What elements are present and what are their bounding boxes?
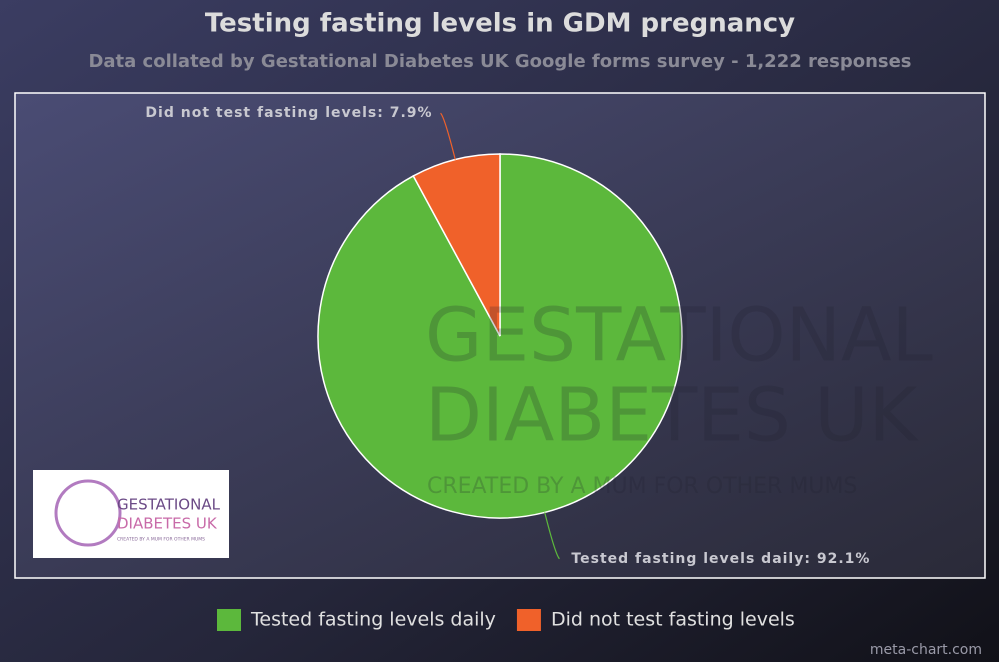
logo-text: GESTATIONAL [117, 496, 221, 514]
logo-box [33, 470, 229, 558]
legend-label: Did not test fasting levels [551, 609, 795, 631]
logo-text: CREATED BY A MUM FOR OTHER MUMS [117, 537, 205, 543]
watermark: GESTATIONAL DIABETES UK CREATED BY A MUM… [425, 293, 933, 500]
chart-title: Testing fasting levels in GDM pregnancy [205, 9, 795, 39]
watermark-text: GESTATIONAL [425, 293, 933, 379]
watermark-text: CREATED BY A MUM FOR OTHER MUMS [427, 474, 857, 499]
chart-subtitle: Data collated by Gestational Diabetes UK… [88, 51, 911, 72]
leader-line [440, 112, 456, 160]
leader-line [544, 512, 560, 560]
logo-text: DIABETES UK [117, 515, 218, 533]
watermark-text: DIABETES UK [425, 373, 920, 459]
logo-ring [54, 479, 122, 547]
data-label: Did not test fasting levels: 7.9% [145, 105, 432, 121]
legend-swatch [516, 609, 541, 631]
data-label: Tested fasting levels daily: 92.1% [571, 551, 870, 567]
legend-label: Tested fasting levels daily [250, 609, 496, 631]
legend: Tested fasting levels daily Did not test … [217, 609, 795, 631]
pie-slice [412, 153, 501, 337]
logo: GESTATIONAL DIABETES UK CREATED BY A MUM… [33, 470, 229, 558]
credit: meta-chart.com [870, 642, 982, 658]
legend-swatch [217, 609, 241, 631]
pie: Tested fasting levels daily: 92.1% Did no… [145, 105, 870, 567]
